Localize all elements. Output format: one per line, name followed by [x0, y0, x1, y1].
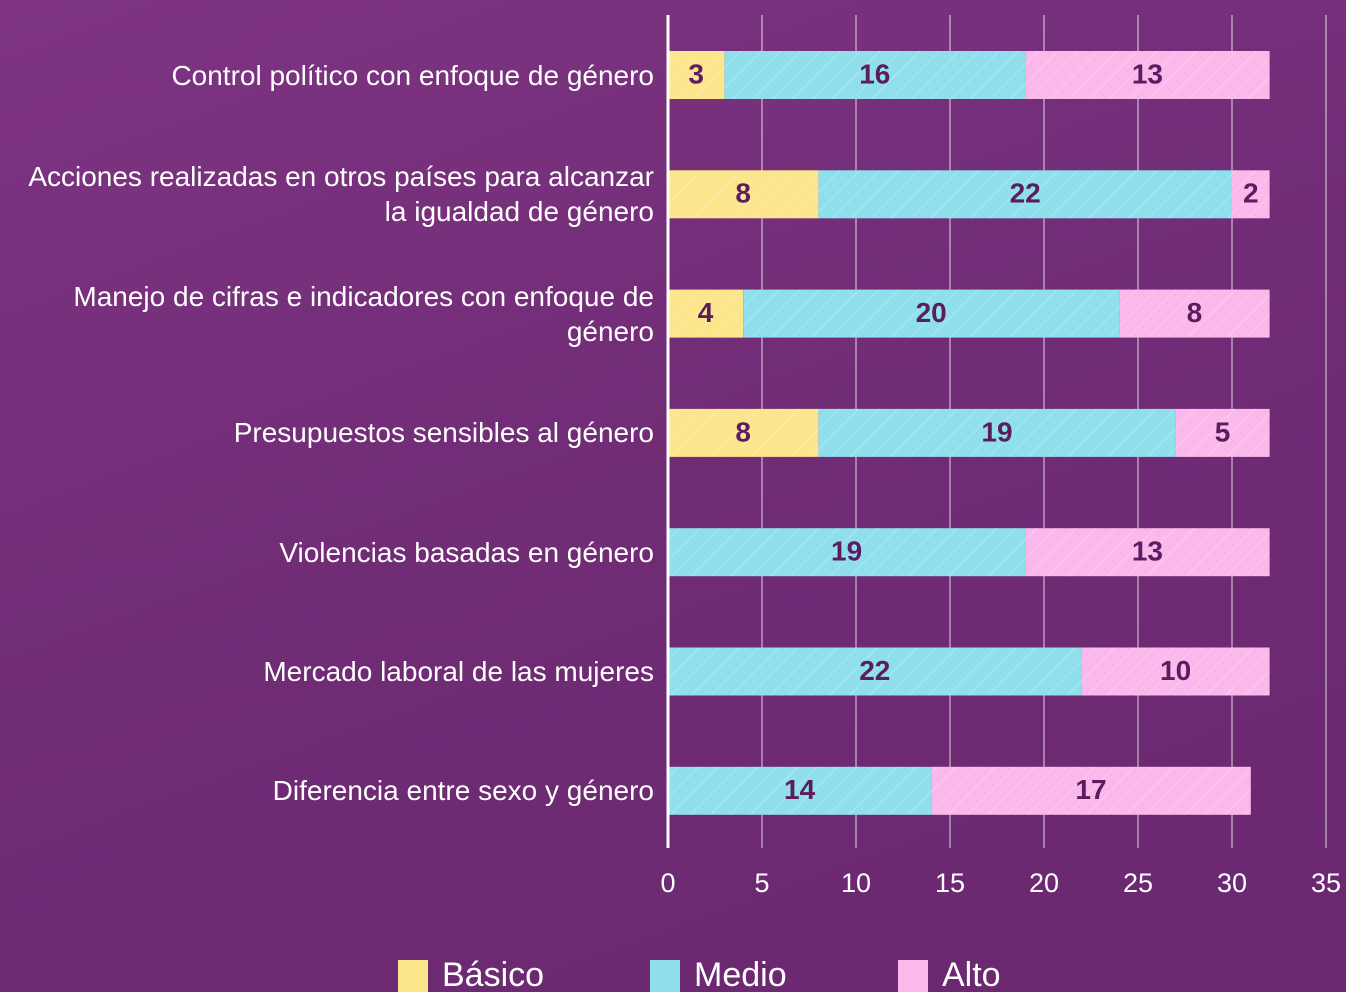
hatch — [1232, 170, 1270, 219]
hatch — [668, 170, 819, 219]
value-label: 2 — [1243, 178, 1259, 209]
value-label: 13 — [1132, 536, 1163, 567]
x-tick-label: 25 — [1123, 868, 1153, 898]
x-tick-label: 30 — [1217, 868, 1247, 898]
value-label: 19 — [981, 416, 1012, 447]
category-label: Violencias basadas en género — [279, 536, 654, 568]
hatch — [743, 289, 1120, 338]
value-label: 10 — [1160, 655, 1191, 686]
value-label: 4 — [698, 297, 714, 328]
category-label: Control político con enfoque de género — [171, 59, 654, 91]
category-label: Acciones realizadas en otros países para… — [28, 161, 654, 228]
value-label: 3 — [688, 58, 704, 89]
legend-label: Básico — [442, 956, 544, 992]
value-label: 14 — [784, 774, 816, 805]
value-label: 20 — [916, 297, 947, 328]
hatch — [668, 528, 1026, 577]
legend-swatch — [398, 960, 428, 992]
hatch — [668, 51, 725, 99]
value-label: 19 — [831, 536, 862, 567]
hatch — [668, 766, 932, 815]
value-label: 22 — [1010, 178, 1041, 209]
category-label: Manejo de cifras e indicadores con enfoq… — [73, 280, 654, 347]
category-label: Mercado laboral de las mujeres — [263, 656, 654, 687]
x-tick-label: 15 — [935, 868, 965, 898]
legend-label: Alto — [942, 956, 1001, 992]
x-tick-label: 0 — [660, 868, 675, 898]
value-label: 5 — [1215, 416, 1231, 447]
legend-label: Medio — [694, 956, 787, 992]
hatch — [818, 170, 1232, 219]
x-tick-label: 35 — [1311, 868, 1341, 898]
value-label: 13 — [1132, 58, 1163, 89]
category-label: Presupuestos sensibles al género — [233, 417, 654, 449]
x-tick-label: 5 — [754, 868, 769, 898]
hatch — [724, 51, 1026, 99]
value-label: 16 — [859, 58, 890, 89]
hatch — [668, 289, 744, 338]
value-label: 22 — [859, 655, 890, 686]
value-label: 17 — [1075, 774, 1106, 805]
hatch — [1025, 528, 1270, 577]
hatch — [818, 408, 1176, 457]
value-label: 8 — [1187, 297, 1203, 328]
category-label: Diferencia entre sexo y género — [272, 775, 654, 807]
legend-swatch — [650, 960, 680, 992]
x-tick-label: 10 — [841, 868, 871, 898]
hatch — [1175, 408, 1270, 457]
value-label: 8 — [735, 416, 751, 447]
hatch — [931, 766, 1251, 815]
x-tick-label: 20 — [1029, 868, 1059, 898]
value-label: 8 — [735, 178, 751, 209]
hatch — [668, 647, 1082, 696]
hatch — [668, 408, 819, 457]
hatch — [1025, 51, 1270, 99]
hatch — [1119, 289, 1270, 338]
hatch — [1081, 647, 1270, 696]
legend-swatch — [898, 960, 928, 992]
